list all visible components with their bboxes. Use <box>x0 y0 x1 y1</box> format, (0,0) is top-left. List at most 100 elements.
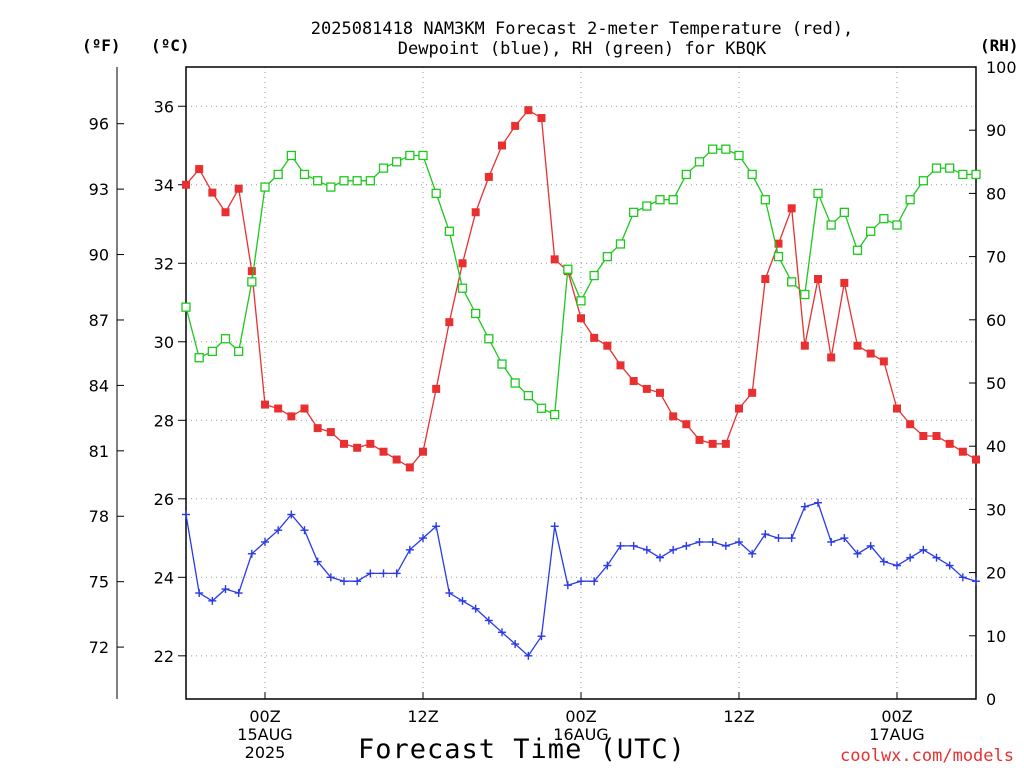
rh-point <box>694 157 705 167</box>
dewpoint-point <box>695 537 704 546</box>
dewpoint-point <box>945 561 954 570</box>
temperature-point <box>340 439 348 448</box>
dewpoint-point <box>234 589 243 598</box>
temperature-point <box>866 349 875 358</box>
rh-point <box>444 226 454 236</box>
dewpoint-point <box>550 522 559 531</box>
dewpoint-point <box>774 534 783 543</box>
rh-point <box>852 245 863 255</box>
rh-point <box>392 157 402 167</box>
temperature-point <box>300 404 309 413</box>
rh-point <box>313 176 323 186</box>
temperature-point <box>313 424 322 433</box>
rh-point <box>958 169 968 180</box>
dewpoint-point <box>853 549 862 558</box>
dewpoint-point <box>919 545 928 554</box>
rh-tick-label: 90 <box>986 121 1006 140</box>
rh-point <box>905 195 915 205</box>
dewpoint-point <box>866 541 875 550</box>
rh-point <box>365 176 375 186</box>
temperature-point <box>629 377 638 386</box>
temperature-point <box>432 384 441 393</box>
fahrenheit-tick-label: 72 <box>89 638 109 657</box>
dewpoint-point <box>906 553 915 562</box>
rh-tick-label: 30 <box>986 500 1006 519</box>
dewpoint-point <box>958 573 967 582</box>
dewpoint-point <box>972 577 980 586</box>
rh-point <box>378 163 389 173</box>
temperature-point <box>471 208 480 217</box>
rh-point <box>655 195 665 205</box>
dewpoint-point <box>879 557 888 566</box>
temperature-line <box>185 109 977 469</box>
grid-lines <box>186 67 976 699</box>
rh-axis-unit: (RH) <box>980 36 1019 55</box>
temperature-point <box>800 341 809 350</box>
rh-line <box>185 148 976 416</box>
celsius-tick-label: 24 <box>154 568 174 587</box>
rh-point <box>813 188 823 199</box>
temperature-point <box>682 420 691 429</box>
dewpoint-point <box>195 589 204 598</box>
rh-point <box>681 169 691 180</box>
rh-point <box>352 176 362 186</box>
temperature-point <box>761 274 770 283</box>
dewpoint-point <box>563 581 572 590</box>
celsius-tick-label: 26 <box>154 490 174 509</box>
dewpoint-point <box>932 553 941 562</box>
rh-point <box>931 163 942 173</box>
fahrenheit-tick-label: 84 <box>89 376 109 395</box>
rh-point <box>721 144 731 154</box>
dewpoint-point <box>221 585 230 594</box>
rh-point <box>273 169 283 180</box>
dewpoint-point <box>708 537 717 546</box>
rh-point <box>431 188 441 199</box>
dewpoint-point <box>274 526 283 535</box>
celsius-tick-label: 36 <box>154 97 174 116</box>
rh-point <box>892 220 902 230</box>
dewpoint-point <box>353 577 362 586</box>
x-tick-label: 00Z <box>565 707 596 726</box>
temperature-point <box>274 404 283 413</box>
chart-title-line-1: 2025081418 NAM3KM Forecast 2-meter Tempe… <box>310 19 854 39</box>
temperature-point <box>221 208 230 217</box>
temperature-point <box>366 439 375 448</box>
rh-point <box>866 226 876 236</box>
temperature-point <box>182 180 190 189</box>
x-tick-label: 17AUG <box>869 725 924 744</box>
temperature-point <box>945 439 954 448</box>
rh-point <box>589 270 599 281</box>
celsius-tick-label: 30 <box>154 333 174 352</box>
dewpoint-point <box>787 534 796 543</box>
rh-point <box>326 182 336 192</box>
dewpoint-point <box>577 577 585 586</box>
dewpoint-point <box>642 545 651 554</box>
dewpoint-point <box>326 573 335 582</box>
x-tick-label: 16AUG <box>553 725 608 744</box>
rh-tick-label: 10 <box>986 627 1006 646</box>
dewpoint-point <box>656 553 664 562</box>
rh-point <box>879 214 889 224</box>
temperature-point <box>498 141 506 150</box>
temperature-point <box>603 341 612 350</box>
celsius-tick-label: 34 <box>154 176 174 195</box>
dewpoint-point <box>629 541 638 550</box>
rh-tick-label: 40 <box>986 437 1006 456</box>
series-rh <box>181 144 981 420</box>
temperature-point <box>234 184 243 193</box>
x-tick-label: 12Z <box>723 707 754 726</box>
temperature-point <box>695 435 704 444</box>
rh-point <box>550 409 560 420</box>
dewpoint-point <box>287 510 296 519</box>
rh-point <box>405 150 415 161</box>
temperature-point <box>445 318 454 327</box>
dewpoint-point <box>524 651 533 660</box>
temperature-point <box>616 361 625 370</box>
rh-point <box>181 302 191 312</box>
fahrenheit-tick-label: 87 <box>89 311 109 330</box>
rh-tick-label: 60 <box>986 311 1006 330</box>
temperature-point <box>484 172 493 181</box>
rh-point <box>615 239 626 249</box>
rh-point <box>629 207 639 218</box>
